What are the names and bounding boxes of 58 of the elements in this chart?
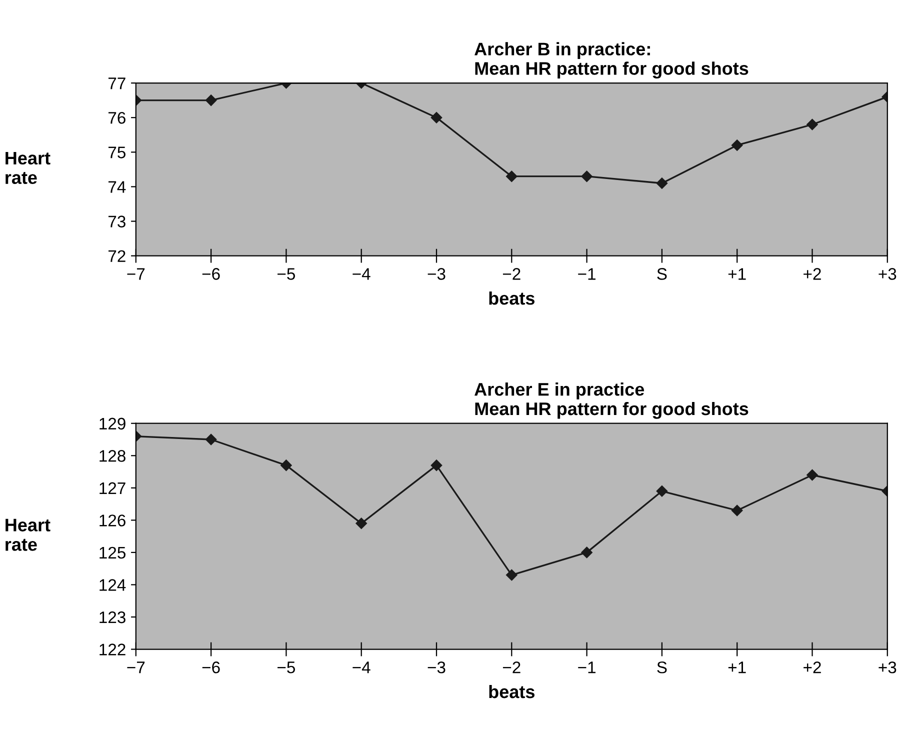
point xyxy=(430,112,442,124)
x-tick-label: +1 xyxy=(728,268,746,280)
x-tick-label: −6 xyxy=(202,268,220,280)
y-tick-label: 125 xyxy=(100,546,126,559)
x-tick-label: +3 xyxy=(878,268,896,280)
chart-title: Archer B in practice: Mean HR pattern for good shots xyxy=(474,42,748,79)
y-tick-label: 122 xyxy=(100,644,126,656)
x-axis-title: beats xyxy=(489,291,534,305)
y-tick-label: 127 xyxy=(100,482,126,494)
point xyxy=(731,140,743,151)
y-axis-title: Heart rate xyxy=(6,152,50,184)
y-tick-label: 123 xyxy=(100,611,126,624)
point xyxy=(205,94,217,106)
y-tick-label: 73 xyxy=(108,216,126,228)
y-tick-label: 74 xyxy=(108,181,126,193)
x-tick-label: −4 xyxy=(352,662,370,674)
y-tick-label: 128 xyxy=(100,450,126,462)
y-tick-label: 72 xyxy=(108,250,126,262)
y-tick-label: 129 xyxy=(100,418,126,430)
x-tick-label: −2 xyxy=(502,662,520,674)
x-tick-label: −5 xyxy=(278,662,295,674)
y-tick-label: 124 xyxy=(100,579,126,591)
x-tick-label: −7 xyxy=(127,662,145,674)
point xyxy=(430,460,442,471)
x-tick-label: −3 xyxy=(428,662,446,674)
x-tick-label: +1 xyxy=(728,662,746,674)
point xyxy=(356,518,367,530)
point xyxy=(506,569,518,581)
point xyxy=(280,460,292,471)
y-axis-title: Heart rate xyxy=(6,518,50,551)
point xyxy=(806,469,818,481)
x-tick-label: −1 xyxy=(578,662,596,674)
chart-title: Archer E in practice Mean HR pattern for good shots xyxy=(474,382,748,419)
x-tick-label: −5 xyxy=(278,268,295,280)
x-tick-label: −4 xyxy=(352,268,370,280)
x-tick-label: −6 xyxy=(202,662,220,674)
point xyxy=(581,546,592,558)
y-tick-label: 75 xyxy=(108,146,126,158)
point xyxy=(506,170,518,182)
x-tick-label: −7 xyxy=(127,268,145,280)
x-axis-title: beats xyxy=(489,684,534,698)
x-tick-label: +2 xyxy=(804,268,821,280)
x-tick-label: −3 xyxy=(428,268,446,280)
point xyxy=(806,118,818,130)
x-tick-label: −1 xyxy=(578,268,596,280)
point xyxy=(581,170,592,182)
point xyxy=(656,486,668,497)
point xyxy=(731,504,743,516)
x-tick-label: −2 xyxy=(502,268,520,280)
y-tick-label: 126 xyxy=(100,514,126,526)
y-tick-label: 77 xyxy=(108,78,126,90)
x-tick-label: S xyxy=(657,662,667,674)
point xyxy=(656,178,668,189)
x-tick-label: +2 xyxy=(804,662,821,674)
y-tick-label: 76 xyxy=(108,112,126,124)
point xyxy=(205,434,217,446)
x-tick-label: S xyxy=(657,268,667,280)
x-tick-label: +3 xyxy=(878,662,896,674)
